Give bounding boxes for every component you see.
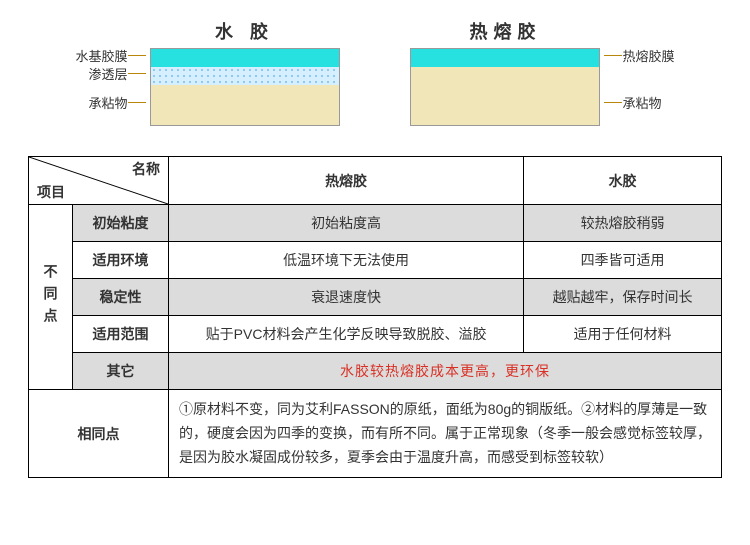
cell-0-2: 较热熔胶稍弱 <box>524 205 722 242</box>
diagram-section: 水基胶膜 渗透层 承粘物 水 胶 热熔胶 热熔胶膜 承粘物 <box>0 0 750 136</box>
cell-0-1: 初始粘度高 <box>169 205 524 242</box>
sub-1: 适用环境 <box>73 242 169 279</box>
cell-2-1: 衰退速度快 <box>169 279 524 316</box>
label-hot-top: 热熔胶膜 <box>622 46 674 65</box>
cell-1-2: 四季皆可适用 <box>524 242 722 279</box>
cell-2-2: 越贴越牢，保存时间长 <box>524 279 722 316</box>
header-corner: 名称 项目 <box>29 157 169 205</box>
cell-3-1: 贴于PVC材料会产生化学反映导致脱胶、溢胶 <box>169 316 524 353</box>
layer-water-top <box>151 49 339 67</box>
col-header-1: 热熔胶 <box>169 157 524 205</box>
title-hot-melt: 热熔胶 <box>469 18 541 44</box>
sub-3: 适用范围 <box>73 316 169 353</box>
sub-4: 其它 <box>73 353 169 390</box>
diagram-water-glue: 水基胶膜 渗透层 承粘物 水 胶 <box>75 20 339 126</box>
label-water-top: 水基胶膜 <box>75 46 127 65</box>
comparison-table: 名称 项目 热熔胶 水胶 不同点 初始粘度 初始粘度高 较热熔胶稍弱 适用环境 … <box>28 156 722 478</box>
cell-merged: 水胶较热熔胶成本更高，更环保 <box>169 353 722 390</box>
stack-water <box>150 48 340 126</box>
corner-item: 项目 <box>37 182 65 202</box>
diagram-hot-melt: 热熔胶 热熔胶膜 承粘物 <box>410 20 674 126</box>
layer-water-mid <box>151 67 339 85</box>
layer-hot-bot <box>411 67 599 125</box>
diff-category: 不同点 <box>29 205 73 390</box>
corner-name: 名称 <box>132 159 160 179</box>
same-text: ①原材料不变，同为艾利FASSON的原纸，面纸为80g的铜版纸。②材料的厚薄是一… <box>169 390 722 478</box>
cell-3-2: 适用于任何材料 <box>524 316 722 353</box>
col-header-2: 水胶 <box>524 157 722 205</box>
sub-0: 初始粘度 <box>73 205 169 242</box>
labels-left: 水基胶膜 渗透层 承粘物 <box>75 46 145 122</box>
label-water-mid: 渗透层 <box>88 64 127 83</box>
label-water-bot: 承粘物 <box>88 93 127 112</box>
labels-right: 热熔胶膜 承粘物 <box>604 46 674 122</box>
title-water-glue: 水 胶 <box>215 18 274 44</box>
cell-1-1: 低温环境下无法使用 <box>169 242 524 279</box>
same-category: 相同点 <box>29 390 169 478</box>
stack-hotmelt <box>410 48 600 126</box>
sub-2: 稳定性 <box>73 279 169 316</box>
layer-hot-top <box>411 49 599 67</box>
layer-water-bot <box>151 85 339 125</box>
label-hot-bot: 承粘物 <box>622 93 661 112</box>
